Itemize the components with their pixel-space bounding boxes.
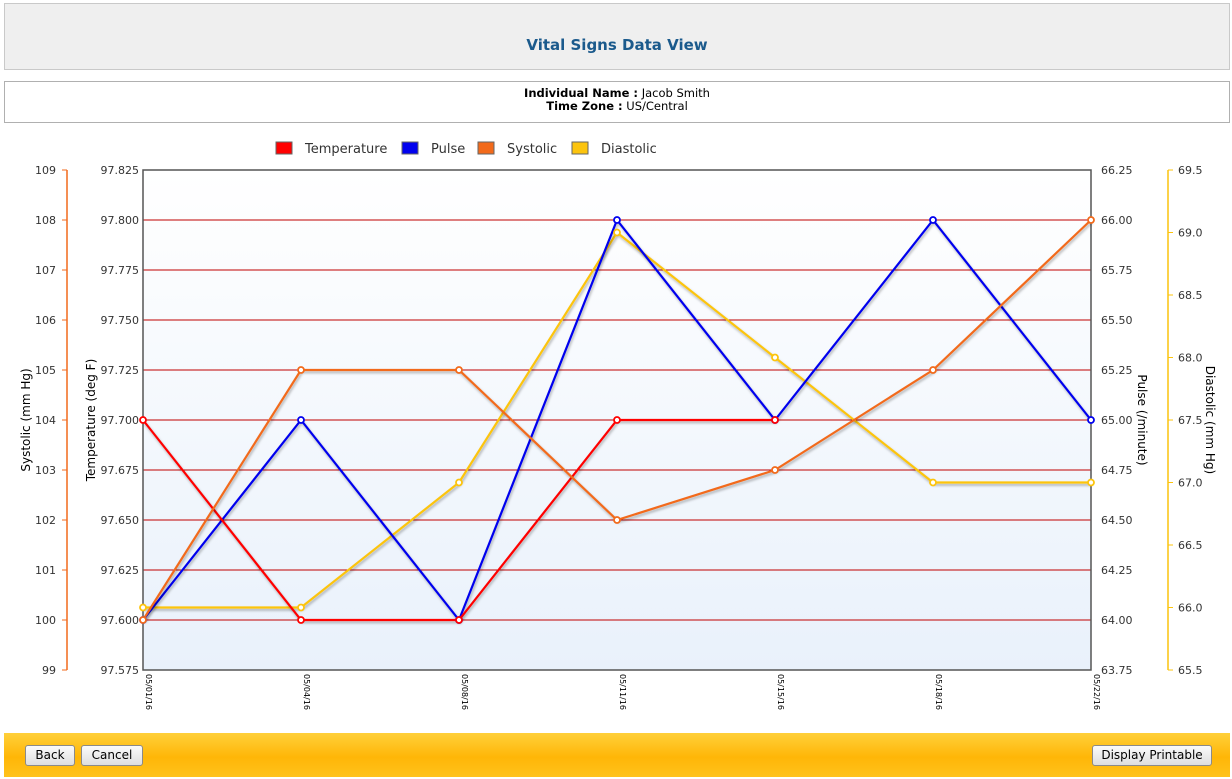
- temperature-tick-label: 97.775: [101, 264, 140, 277]
- diastolic-tick-label: 69.0: [1178, 227, 1203, 240]
- x-tick-label: 05/18/16: [934, 674, 943, 710]
- temperature-tick-label: 97.575: [101, 664, 140, 677]
- data-point-diastolic: [455, 478, 463, 487]
- diastolic-tick-label: 66.5: [1178, 539, 1203, 552]
- temperature-axis-title: Temperature (deg F): [84, 359, 98, 483]
- systolic-tick-label: 99: [42, 664, 56, 677]
- pulse-tick-label: 66.25: [1101, 164, 1133, 177]
- legend-label-temperature: Temperature: [304, 142, 387, 157]
- pulse-axis-title: Pulse (/minute): [1135, 374, 1149, 465]
- time-zone-value: US/Central: [626, 99, 688, 113]
- legend-label-pulse: Pulse: [431, 142, 465, 157]
- time-zone-label: Time Zone :: [546, 99, 623, 113]
- systolic-tick-label: 108: [35, 214, 56, 227]
- pulse-tick-label: 64.75: [1101, 464, 1133, 477]
- cancel-button[interactable]: Cancel: [81, 745, 143, 766]
- x-tick-label: 05/01/16: [144, 674, 153, 710]
- data-point-temperature: [297, 616, 305, 624]
- pulse-tick-label: 65.50: [1101, 314, 1133, 327]
- systolic-tick-label: 100: [35, 614, 56, 627]
- data-point-temperature: [613, 416, 621, 424]
- legend-swatch-temperature: [275, 141, 293, 155]
- footer-toolbar: Back Cancel Display Printable: [4, 733, 1230, 777]
- systolic-tick-label: 103: [35, 464, 56, 477]
- pulse-tick-label: 65.75: [1101, 264, 1133, 277]
- individual-name-value: Jacob Smith: [641, 86, 710, 100]
- data-point-diastolic: [929, 478, 937, 487]
- pulse-tick-label: 65.00: [1101, 414, 1133, 427]
- systolic-axis-title: Systolic (mm Hg): [19, 368, 33, 471]
- display-printable-button[interactable]: Display Printable: [1092, 745, 1212, 766]
- pulse-tick-label: 64.25: [1101, 564, 1133, 577]
- diastolic-axis-title: Diastolic (mm Hg): [1203, 366, 1217, 475]
- vital-signs-chart: 99 100 101 102 103 104 105 106 107 108 109 97.575 97…: [19, 141, 1217, 710]
- data-point-pulse: [929, 216, 937, 224]
- data-point-systolic: [297, 366, 305, 374]
- pulse-tick-label: 66.00: [1101, 214, 1133, 227]
- diastolic-tick-label: 65.5: [1178, 664, 1203, 677]
- data-point-temperature: [139, 416, 147, 424]
- data-point-pulse: [613, 216, 621, 224]
- systolic-tick-label: 109: [35, 164, 56, 177]
- x-tick-label: 05/04/16: [302, 674, 311, 710]
- data-point-pulse: [297, 416, 305, 424]
- pulse-tick-label: 63.75: [1101, 664, 1133, 677]
- legend-label-systolic: Systolic: [507, 142, 557, 157]
- title-bar: Vital Signs Data View: [4, 3, 1230, 70]
- temperature-tick-label: 97.700: [101, 414, 140, 427]
- page-title: Vital Signs Data View: [526, 35, 708, 54]
- data-point-systolic: [929, 366, 937, 374]
- diastolic-tick-label: 68.0: [1178, 352, 1203, 365]
- data-point-diastolic: [613, 228, 621, 237]
- data-point-systolic: [139, 616, 147, 624]
- temperature-tick-label: 97.750: [101, 314, 140, 327]
- temperature-tick-label: 97.625: [101, 564, 140, 577]
- temperature-tick-label: 97.800: [101, 214, 140, 227]
- legend-swatch-diastolic: [571, 141, 589, 155]
- legend-swatch-systolic: [477, 141, 495, 155]
- data-point-systolic: [613, 516, 621, 524]
- data-point-systolic: [455, 366, 463, 374]
- data-point-systolic: [1087, 216, 1095, 224]
- systolic-tick-label: 101: [35, 564, 56, 577]
- x-tick-label: 05/11/16: [618, 674, 627, 710]
- temperature-tick-label: 97.650: [101, 514, 140, 527]
- back-button[interactable]: Back: [25, 745, 75, 766]
- systolic-tick-label: 106: [35, 314, 56, 327]
- data-point-pulse: [1087, 416, 1095, 424]
- pulse-tick-label: 64.00: [1101, 614, 1133, 627]
- data-point-diastolic: [771, 353, 779, 362]
- temperature-tick-label: 97.725: [101, 364, 140, 377]
- diastolic-tick-label: 66.0: [1178, 602, 1203, 615]
- x-tick-label: 05/22/16: [1092, 674, 1101, 710]
- time-zone-row: Time Zone : US/Central: [5, 100, 1229, 113]
- data-point-systolic: [771, 466, 779, 474]
- systolic-tick-label: 105: [35, 364, 56, 377]
- diastolic-tick-label: 67.0: [1178, 477, 1203, 490]
- temperature-tick-label: 97.600: [101, 614, 140, 627]
- systolic-tick-label: 104: [35, 414, 56, 427]
- data-point-diastolic: [297, 603, 305, 612]
- diastolic-tick-label: 68.5: [1178, 289, 1203, 302]
- data-point-temperature: [455, 616, 463, 624]
- diastolic-tick-label: 67.5: [1178, 414, 1203, 427]
- temperature-tick-label: 97.825: [101, 164, 140, 177]
- individual-info: Individual Name : Jacob Smith Time Zone …: [4, 81, 1230, 123]
- data-point-diastolic: [1087, 478, 1095, 487]
- pulse-tick-label: 65.25: [1101, 364, 1133, 377]
- temperature-tick-label: 97.675: [101, 464, 140, 477]
- diastolic-tick-label: 69.5: [1178, 164, 1203, 177]
- data-point-temperature: [771, 416, 779, 424]
- pulse-tick-label: 64.50: [1101, 514, 1133, 527]
- systolic-tick-label: 102: [35, 514, 56, 527]
- individual-name-row: Individual Name : Jacob Smith: [5, 87, 1229, 100]
- data-point-diastolic: [139, 603, 147, 612]
- x-tick-label: 05/15/16: [776, 674, 785, 710]
- legend-swatch-pulse: [401, 141, 419, 155]
- x-tick-label: 05/08/16: [460, 674, 469, 710]
- legend-label-diastolic: Diastolic: [601, 142, 657, 157]
- individual-name-label: Individual Name :: [524, 86, 639, 100]
- systolic-tick-label: 107: [35, 264, 56, 277]
